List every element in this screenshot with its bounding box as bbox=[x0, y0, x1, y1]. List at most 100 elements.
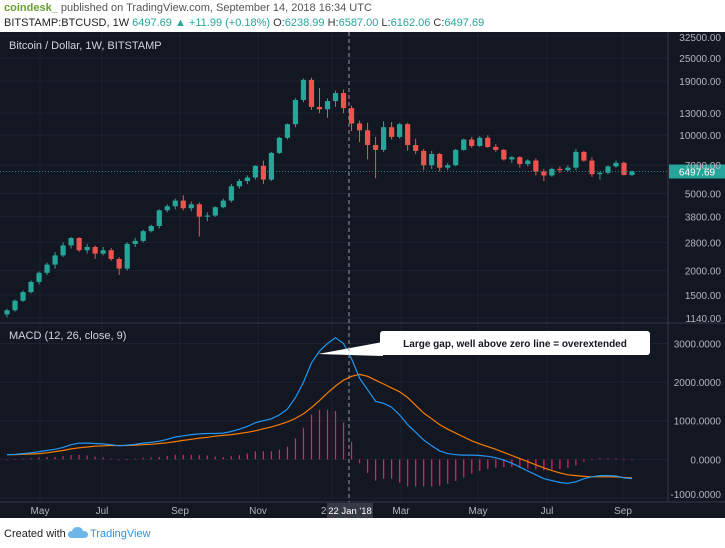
candle-body[interactable] bbox=[421, 150, 427, 166]
candle-body[interactable] bbox=[260, 165, 267, 180]
chart-area[interactable]: 6497.69 32500.00 25000.00 19000.00 13000.00 1… bbox=[0, 32, 725, 518]
candle-body[interactable] bbox=[405, 124, 411, 146]
candle-body[interactable] bbox=[469, 139, 475, 146]
candle-body[interactable] bbox=[509, 157, 515, 160]
symbol-line: BITSTAMP:BTCUSD, 1W 6497.69 ▲ +11.99 (+0… bbox=[4, 17, 484, 29]
candle-body[interactable] bbox=[397, 124, 403, 137]
candle-body[interactable] bbox=[44, 264, 50, 273]
candle-body[interactable] bbox=[308, 79, 315, 107]
macd-histogram-bar bbox=[270, 451, 273, 460]
candle-body[interactable] bbox=[204, 215, 210, 217]
candle-body[interactable] bbox=[188, 204, 194, 209]
candle-body[interactable] bbox=[429, 153, 435, 166]
candle-body[interactable] bbox=[84, 246, 90, 251]
candle-body[interactable] bbox=[477, 137, 483, 146]
candle-body[interactable] bbox=[292, 99, 299, 125]
candle-body[interactable] bbox=[196, 204, 202, 217]
candle-body[interactable] bbox=[284, 124, 291, 138]
price-axis-label: 1500.00 bbox=[685, 291, 722, 302]
candle-body[interactable] bbox=[461, 139, 467, 150]
macd-histogram-bar bbox=[471, 459, 473, 474]
candle-body[interactable] bbox=[525, 160, 531, 165]
chart-svg[interactable]: 6497.69 32500.00 25000.00 19000.00 13000.00 1… bbox=[0, 32, 725, 518]
last-price-label: 6497.69 bbox=[679, 168, 716, 179]
low-label: L: bbox=[381, 17, 391, 29]
candle-body[interactable] bbox=[565, 167, 571, 171]
macd-histogram-bar bbox=[350, 441, 353, 460]
candle-body[interactable] bbox=[300, 79, 307, 100]
candle-body[interactable] bbox=[533, 160, 539, 172]
candle-body[interactable] bbox=[228, 186, 234, 201]
macd-histogram-bar bbox=[238, 455, 240, 460]
candle-body[interactable] bbox=[517, 157, 523, 165]
macd-histogram-bar bbox=[495, 459, 497, 468]
candle-body[interactable] bbox=[364, 130, 371, 146]
tradingview-brand[interactable]: TradingView bbox=[90, 528, 151, 540]
candle-body[interactable] bbox=[348, 108, 355, 124]
candle-body[interactable] bbox=[589, 160, 595, 175]
candle-body[interactable] bbox=[140, 231, 146, 241]
candle-body[interactable] bbox=[220, 200, 226, 208]
candle-body[interactable] bbox=[20, 292, 26, 301]
candle-body[interactable] bbox=[541, 171, 547, 176]
macd-histogram-bar bbox=[543, 459, 545, 471]
price-axis-label: 25000.00 bbox=[679, 54, 721, 65]
candle-body[interactable] bbox=[340, 93, 347, 109]
candle-body[interactable] bbox=[268, 152, 275, 180]
candle-body[interactable] bbox=[413, 145, 419, 151]
candle-body[interactable] bbox=[573, 151, 579, 168]
macd-histogram-bar bbox=[22, 458, 24, 460]
candle-body[interactable] bbox=[501, 149, 507, 160]
candle-body[interactable] bbox=[236, 181, 242, 187]
candle-body[interactable] bbox=[493, 146, 499, 150]
candle-body[interactable] bbox=[4, 310, 10, 315]
candle-body[interactable] bbox=[116, 258, 122, 269]
candle-body[interactable] bbox=[581, 151, 587, 161]
candle-body[interactable] bbox=[76, 237, 82, 251]
candle-body[interactable] bbox=[108, 250, 114, 259]
candle-body[interactable] bbox=[621, 162, 627, 175]
candle-body[interactable] bbox=[613, 162, 619, 167]
candle-body[interactable] bbox=[28, 281, 34, 293]
annotation-pointer bbox=[318, 342, 383, 356]
candle-body[interactable] bbox=[372, 145, 379, 150]
candle-body[interactable] bbox=[68, 237, 74, 246]
candle-body[interactable] bbox=[332, 93, 339, 102]
candle-body[interactable] bbox=[324, 101, 331, 110]
candle-body[interactable] bbox=[316, 106, 323, 110]
candle-body[interactable] bbox=[276, 137, 283, 153]
candle-body[interactable] bbox=[60, 245, 66, 256]
candle-body[interactable] bbox=[453, 149, 459, 166]
candle-body[interactable] bbox=[629, 171, 635, 175]
candle-body[interactable] bbox=[212, 207, 218, 216]
candle-body[interactable] bbox=[244, 177, 250, 182]
candle-body[interactable] bbox=[164, 206, 170, 211]
footer: Created with TradingView bbox=[0, 518, 725, 548]
candle-body[interactable] bbox=[124, 243, 130, 269]
publisher-name[interactable]: coindesk_ bbox=[4, 2, 58, 14]
candle-body[interactable] bbox=[356, 123, 363, 131]
candle-body[interactable] bbox=[437, 153, 443, 168]
candle-body[interactable] bbox=[148, 226, 154, 232]
candle-body[interactable] bbox=[381, 127, 387, 150]
candle-body[interactable] bbox=[557, 168, 563, 171]
candle-body[interactable] bbox=[605, 166, 611, 173]
candle-body[interactable] bbox=[597, 172, 603, 175]
price-axis-label: 2000.00 bbox=[685, 267, 722, 278]
candle-body[interactable] bbox=[52, 255, 58, 265]
candle-body[interactable] bbox=[549, 168, 555, 176]
candle-body[interactable] bbox=[132, 240, 138, 244]
candle-body[interactable] bbox=[92, 246, 98, 254]
candle-body[interactable] bbox=[172, 200, 178, 207]
candle-body[interactable] bbox=[180, 200, 186, 209]
candle-body[interactable] bbox=[389, 127, 395, 137]
macd-histogram-bar bbox=[30, 458, 32, 460]
macd-histogram-bar bbox=[318, 409, 321, 460]
candle-body[interactable] bbox=[445, 165, 451, 168]
candle-body[interactable] bbox=[156, 210, 162, 227]
candle-body[interactable] bbox=[36, 272, 42, 282]
candle-body[interactable] bbox=[100, 250, 106, 254]
candle-body[interactable] bbox=[485, 137, 491, 147]
published-text: published on TradingView.com, September … bbox=[57, 2, 372, 14]
candle-body[interactable] bbox=[12, 300, 18, 311]
